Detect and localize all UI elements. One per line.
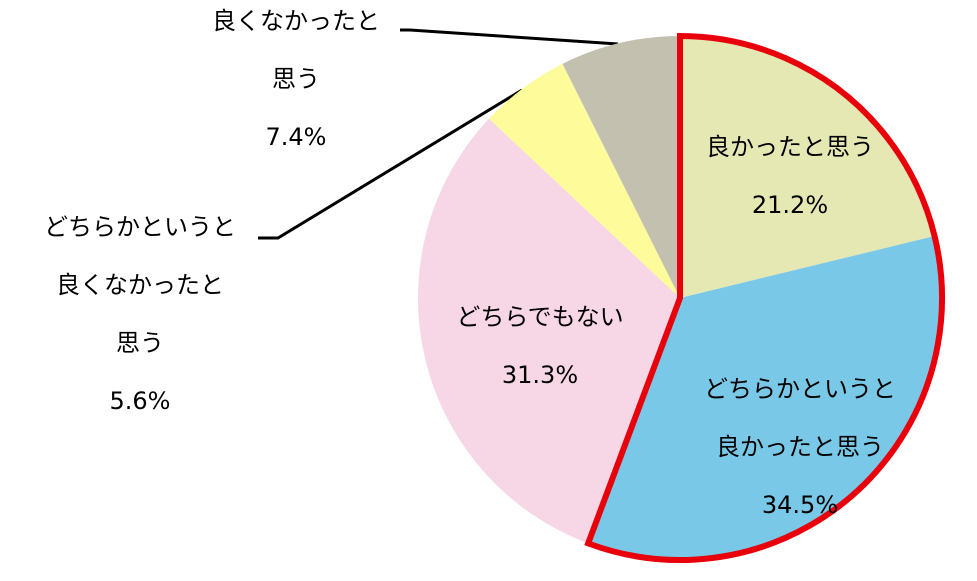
value-label: 7.4%: [266, 123, 327, 151]
slice-label: 思う: [272, 65, 320, 93]
slice-label: 良かったと思う: [716, 433, 884, 461]
slice-label: 良くなかったと: [212, 7, 380, 35]
pie-slice: [562, 36, 680, 298]
pie-slice: [588, 236, 942, 560]
slice-label: 良くなかったと: [56, 271, 224, 299]
slice-label: どちらかというと: [44, 213, 236, 241]
value-label: 34.5%: [762, 491, 838, 519]
slice-label: どちらでもない: [456, 303, 623, 331]
slice-label: 良かったと思う: [706, 133, 874, 161]
value-label: 5.6%: [110, 387, 171, 415]
slice-label: 思う: [116, 329, 164, 357]
leader-line: [400, 28, 619, 46]
highlight-outline: [584, 32, 945, 563]
slice-label: どちらかというと: [704, 375, 896, 403]
value-label: 21.2%: [752, 191, 828, 219]
value-label: 31.3%: [502, 361, 578, 389]
pie-slice: [680, 36, 935, 298]
pie-slice: [489, 63, 680, 299]
leader-line: [258, 88, 523, 240]
pie-slice: [417, 118, 680, 544]
